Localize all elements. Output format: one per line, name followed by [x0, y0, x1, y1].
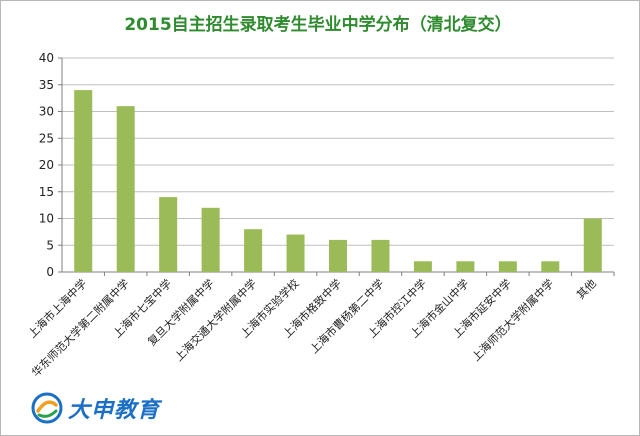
bar	[329, 239, 347, 272]
y-tick-label: 15	[39, 185, 54, 199]
y-tick-label: 35	[39, 78, 54, 92]
bar	[583, 218, 602, 272]
x-tick-label: 其他	[574, 277, 599, 302]
bar	[74, 90, 93, 272]
x-tick-label: 上海市曹杨第二中学	[307, 276, 387, 356]
y-tick-label: 30	[39, 105, 54, 119]
bar	[456, 261, 475, 272]
bar	[244, 229, 263, 272]
watermark-text: 大申教育	[68, 398, 161, 423]
bar	[116, 106, 135, 273]
y-tick-label: 40	[39, 51, 54, 65]
y-axis: 0 5 10 15 20 25 30 35 40	[39, 51, 63, 279]
bar	[413, 261, 432, 272]
bar	[371, 239, 390, 272]
bar	[541, 261, 560, 272]
dashen-logo-icon	[31, 392, 63, 424]
bar	[498, 261, 517, 272]
bar	[201, 207, 220, 272]
x-axis-labels: 上海市上海中学华东师范大学第二附属中学上海市七宝中学复旦大学附属中学上海交通大学…	[25, 272, 615, 379]
y-tick-label: 20	[39, 158, 54, 172]
watermark: 大申教育	[30, 386, 160, 430]
gridlines	[62, 57, 614, 273]
chart-title: 2015自主招生录取考生毕业中学分布（清北复交）	[124, 14, 511, 35]
bars	[74, 90, 602, 273]
y-tick-label: 25	[39, 131, 54, 145]
y-tick-label: 5	[46, 238, 54, 252]
y-tick-label: 10	[39, 212, 54, 226]
bar	[286, 234, 305, 272]
y-tick-label: 0	[46, 265, 54, 279]
x-tick-label: 上海交通大学附属中学	[172, 276, 260, 364]
x-tick-label: 上海师范大学附属中学	[469, 276, 557, 364]
bar	[159, 197, 178, 272]
